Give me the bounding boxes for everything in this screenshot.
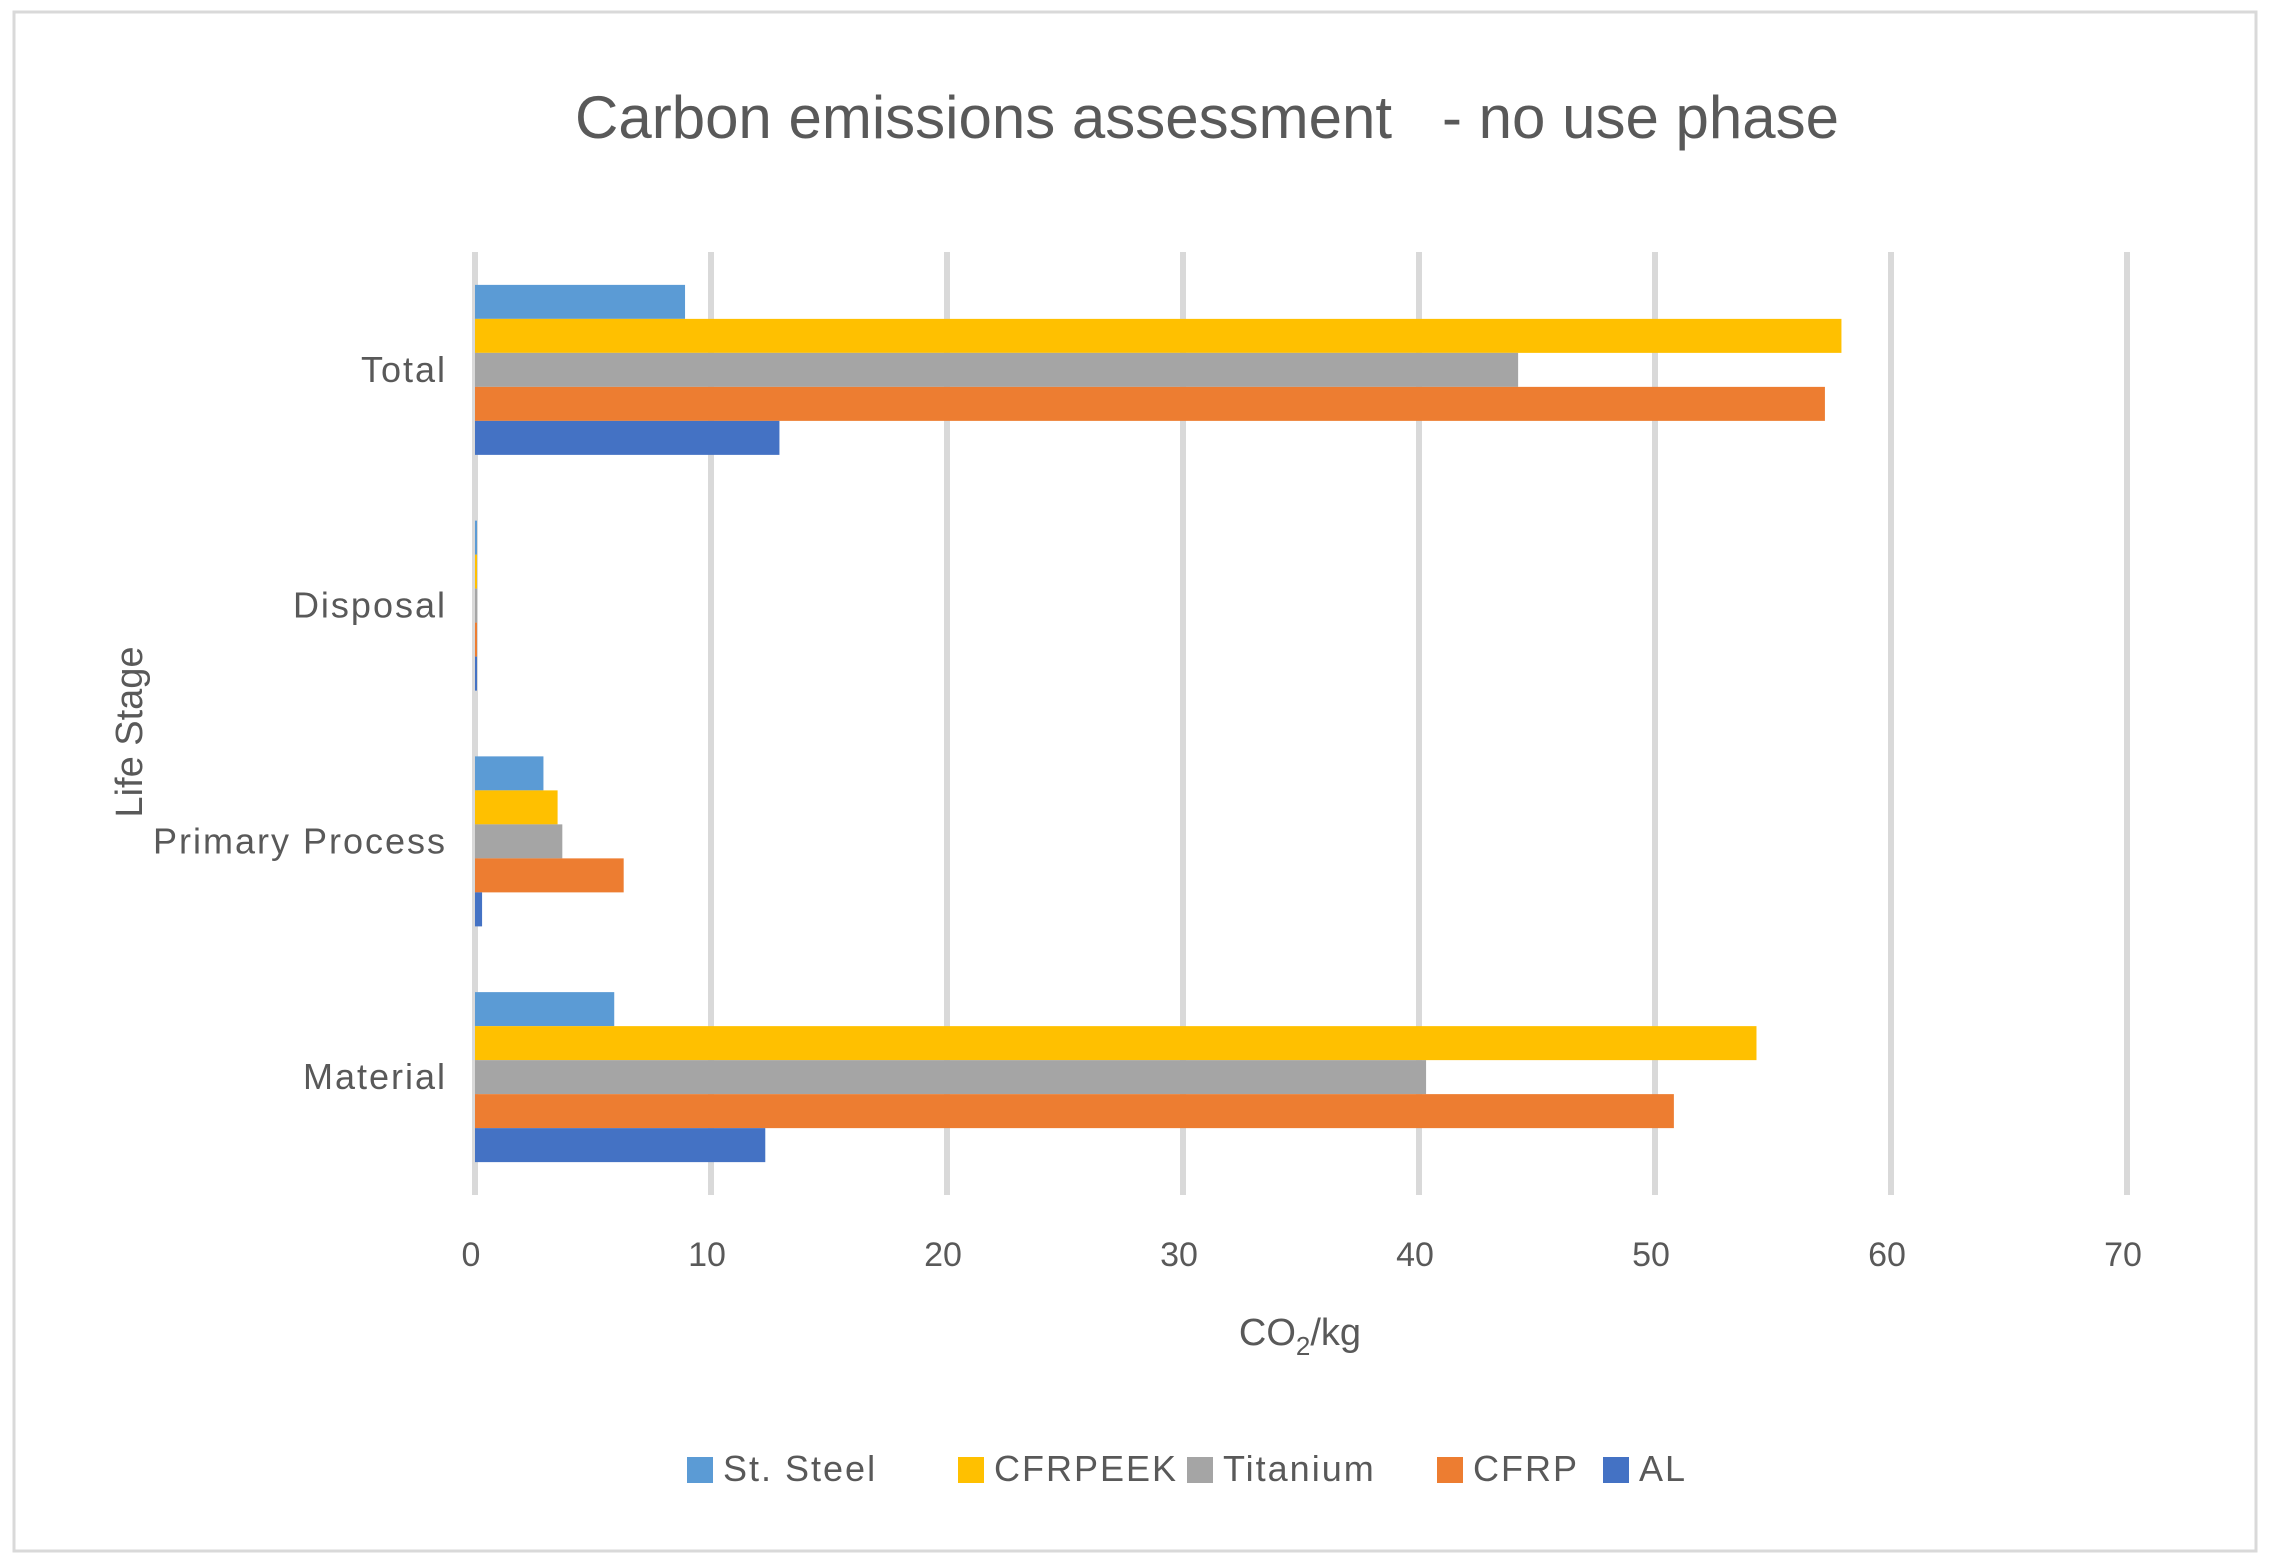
legend-swatch-st-steel (687, 1457, 713, 1483)
bar-material-st-steel (475, 992, 615, 1027)
x-axis-title-sub: 2 (1296, 1331, 1310, 1361)
chart-border (12, 10, 2258, 1553)
legend-swatch-cfrp (1437, 1457, 1463, 1483)
y-category-label-total: Total (361, 349, 447, 390)
bar-disposal-al (475, 656, 477, 691)
bar-total-titanium (475, 352, 1519, 387)
y-category-label-material: Material (303, 1056, 447, 1097)
bar-primary-process-titanium (475, 824, 563, 859)
y-category-label-primary-process: Primary Process (153, 820, 447, 861)
x-tick-label-40: 40 (1396, 1236, 1434, 1274)
legend-swatch-al (1603, 1457, 1629, 1483)
bar-disposal-cfrp (475, 622, 477, 657)
x-tick-label-0: 0 (462, 1236, 481, 1274)
bar-disposal-st-steel (475, 520, 477, 555)
bar-disposal-titanium (475, 588, 477, 623)
legend-label-st-steel: St. Steel (723, 1448, 877, 1489)
legend-label-al: AL (1639, 1448, 1687, 1489)
y-category-labels: Total Disposal Primary Process Material (153, 349, 447, 1097)
x-axis-title-tail: /kg (1310, 1312, 1361, 1354)
y-category-label-disposal: Disposal (293, 585, 447, 626)
x-tick-label-20: 20 (924, 1236, 962, 1274)
x-tick-label-50: 50 (1632, 1236, 1670, 1274)
x-tick-labels: 0 10 20 30 40 50 60 70 (462, 1236, 2142, 1274)
bar-primary-process-cfrpeek (475, 790, 558, 825)
x-tick-label-10: 10 (688, 1236, 726, 1274)
legend-label-cfrpeek: CFRPEEK (994, 1448, 1178, 1489)
bar-primary-process-al (475, 892, 483, 927)
bar-material-titanium (475, 1060, 1427, 1095)
bar-total-st-steel (475, 284, 686, 319)
bar-material-cfrp (475, 1094, 1674, 1129)
bar-total-cfrp (475, 386, 1825, 421)
legend-swatch-cfrpeek (958, 1457, 984, 1483)
chart-title: Carbon emissions assessment - no use pha… (575, 84, 1839, 151)
bar-primary-process-st-steel (475, 756, 544, 791)
legend-label-cfrp: CFRP (1473, 1448, 1579, 1489)
bar-primary-process-cfrp (475, 858, 624, 893)
legend-label-titanium: Titanium (1223, 1448, 1376, 1489)
bar-material-cfrpeek (475, 1026, 1757, 1061)
bar-total-al (475, 420, 780, 455)
bar-disposal-cfrpeek (475, 554, 477, 589)
x-tick-label-60: 60 (1868, 1236, 1906, 1274)
legend-swatch-titanium (1187, 1457, 1213, 1483)
x-axis-title-main: CO (1239, 1312, 1296, 1354)
y-axis-title: Life Stage (109, 646, 151, 817)
x-tick-label-30: 30 (1160, 1236, 1198, 1274)
legend: St. Steel CFRPEEK Titanium CFRP AL (687, 1448, 1687, 1489)
bars (475, 284, 1842, 1163)
x-axis-title: CO2/kg (1239, 1312, 1361, 1361)
bar-total-cfrpeek (475, 318, 1842, 353)
x-tick-label-70: 70 (2104, 1236, 2142, 1274)
bar-material-al (475, 1128, 766, 1163)
